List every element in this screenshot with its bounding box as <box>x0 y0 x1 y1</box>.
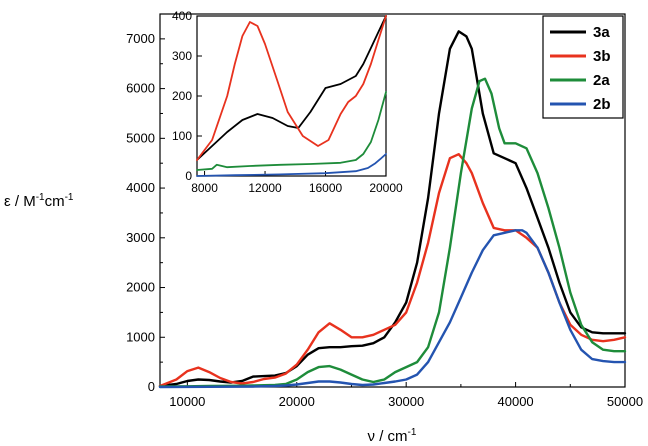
inset-series-3a <box>196 15 387 161</box>
inset-x-tick-label: 12000 <box>248 181 282 195</box>
inset-plot: 8000 12000 16000 20000 0 100 200 300 400 <box>172 9 403 195</box>
inset-series-3b <box>196 15 387 161</box>
inset-x-tick-label: 16000 <box>309 181 343 195</box>
main-y-tick-label: 1000 <box>126 329 155 344</box>
inset-x-tick-label: 20000 <box>369 181 403 195</box>
main-y-tick-label: 0 <box>148 379 155 394</box>
inset-series-2a <box>196 91 387 171</box>
inset-y-tick-label: 0 <box>185 169 192 183</box>
main-y-tick-label: 5000 <box>126 130 155 145</box>
main-x-tick-label: 30000 <box>388 394 424 409</box>
main-x-tick-label: 10000 <box>169 394 205 409</box>
legend-label-2b: 2b <box>593 96 611 113</box>
main-frame <box>159 13 626 388</box>
legend-label-3b: 3b <box>593 48 611 65</box>
main-x-tick-label: 50000 <box>607 394 643 409</box>
y-axis-title: ε / M-1cm-1 <box>4 192 74 210</box>
axis-titles: ν / cm-1 ε / M-1cm-1 <box>4 192 417 445</box>
main-series-2b <box>158 229 627 389</box>
main-y-tick-label: 2000 <box>126 280 155 295</box>
x-axis-title: ν / cm-1 <box>368 427 417 445</box>
legend-label-3a: 3a <box>593 24 610 41</box>
main-x-tick-label: 20000 <box>279 394 315 409</box>
main-series-2a <box>158 77 627 388</box>
legend: 3a 3b 2a 2b <box>542 15 624 119</box>
main-y-tick-label: 3000 <box>126 230 155 245</box>
main-plot: 10000 20000 30000 40000 50000010002000300040… <box>126 13 643 409</box>
inset-y-tick-label: 200 <box>172 89 192 103</box>
main-x-tick-label: 40000 <box>498 394 534 409</box>
main-y-tick-label: 6000 <box>126 81 155 96</box>
inset-series-2b <box>196 153 387 177</box>
legend-label-2a: 2a <box>593 72 610 89</box>
inset-y-tick-label: 100 <box>172 129 192 143</box>
inset-y-tick-label: 300 <box>172 49 192 63</box>
main-y-tick-label: 7000 <box>126 31 155 46</box>
main-y-tick-label: 4000 <box>126 180 155 195</box>
inset-y-tick-label: 400 <box>172 9 192 23</box>
inset-frame <box>196 15 387 177</box>
inset-x-tick-label: 8000 <box>191 181 218 195</box>
main-series-3a <box>158 30 627 388</box>
